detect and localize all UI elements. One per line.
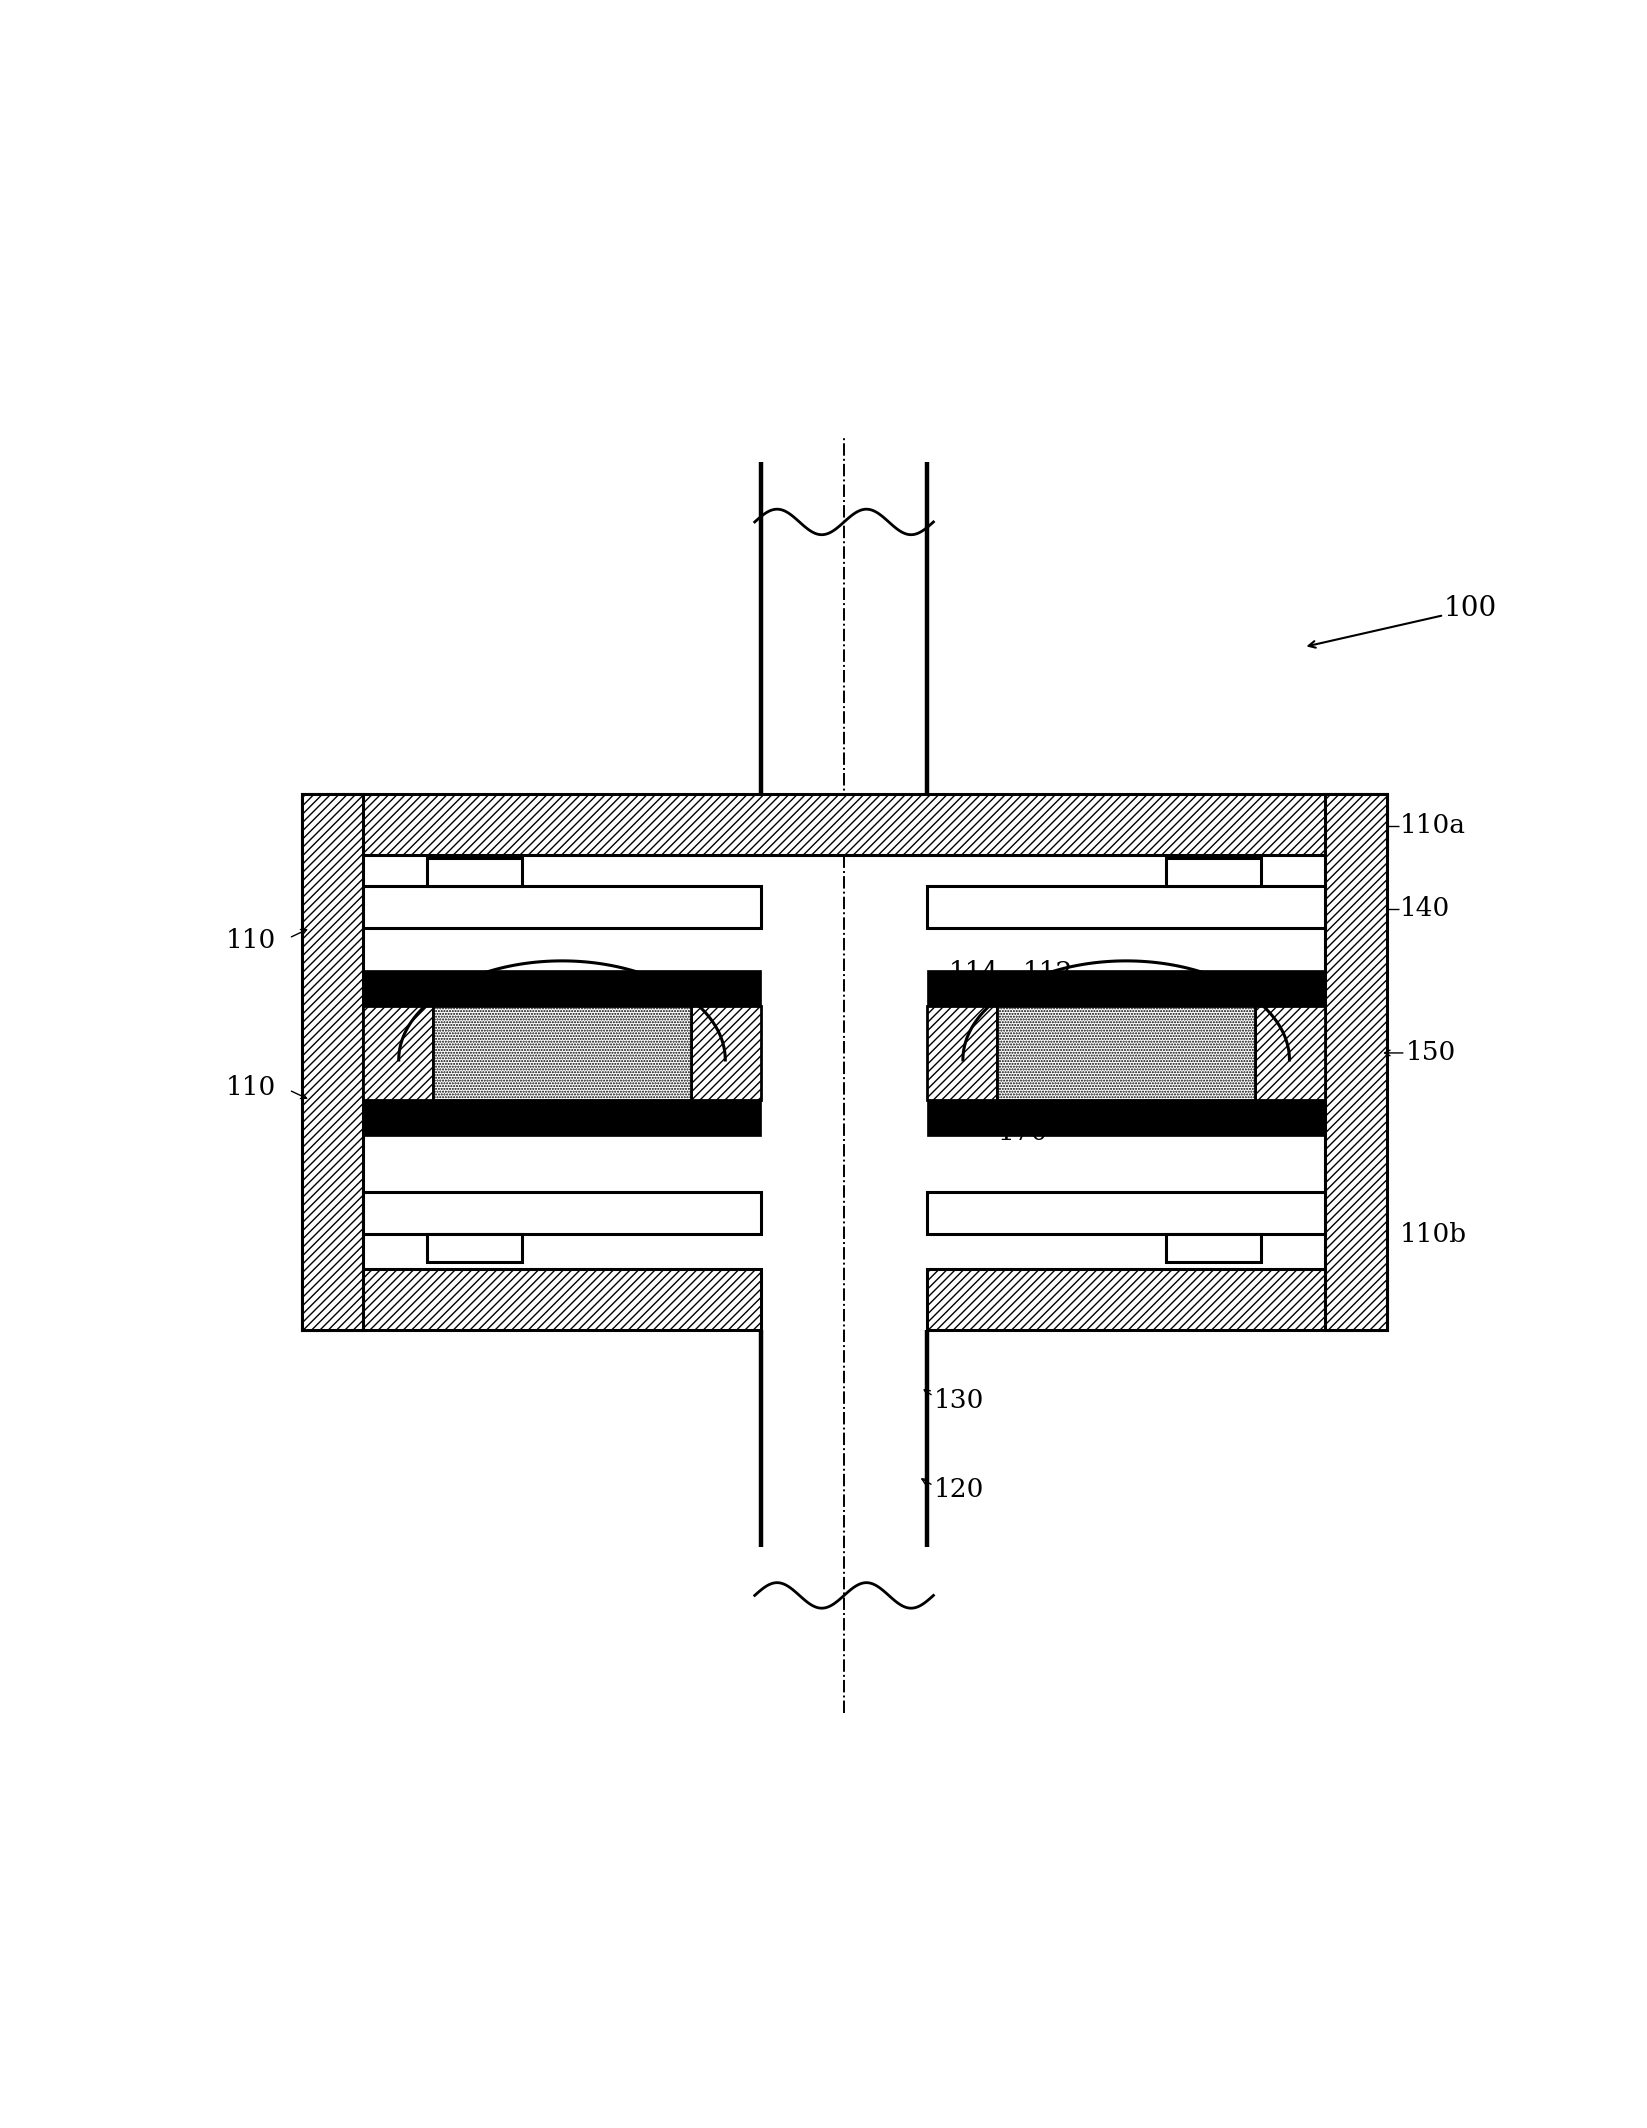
Bar <box>301 1268 761 1330</box>
Text: 114: 114 <box>949 960 1000 985</box>
Bar <box>1255 1007 1326 1100</box>
Bar <box>362 1100 761 1136</box>
Bar <box>927 1100 1326 1136</box>
Text: 130: 130 <box>934 1387 983 1413</box>
Bar <box>362 885 761 928</box>
Bar <box>433 1007 692 1100</box>
Bar <box>427 858 522 885</box>
Text: 140: 140 <box>1400 896 1449 921</box>
Text: 112: 112 <box>1023 960 1074 985</box>
Bar <box>427 1234 522 1262</box>
Bar <box>1326 794 1387 1330</box>
Text: 100: 100 <box>1444 596 1497 621</box>
Bar <box>362 970 761 1007</box>
Text: 160: 160 <box>1094 1017 1143 1043</box>
Bar <box>362 1007 433 1100</box>
Text: 162: 162 <box>492 985 544 1011</box>
Text: 150: 150 <box>1405 1041 1456 1066</box>
Text: 170: 170 <box>996 1119 1047 1145</box>
Bar <box>301 794 362 1330</box>
Text: 120: 120 <box>934 1477 983 1502</box>
Bar <box>927 1192 1326 1234</box>
Bar <box>1166 858 1262 885</box>
Text: 110: 110 <box>226 1075 277 1100</box>
Bar <box>362 1192 761 1234</box>
Bar <box>927 885 1326 928</box>
Bar <box>996 1007 1255 1100</box>
Bar <box>1166 1234 1262 1262</box>
Text: 110: 110 <box>226 928 277 953</box>
Bar <box>927 1007 996 1100</box>
Bar <box>927 1268 1387 1330</box>
Text: 110a: 110a <box>1400 813 1466 838</box>
Text: 110b: 110b <box>1400 1221 1466 1247</box>
Bar <box>692 1007 761 1100</box>
Bar <box>301 794 1387 855</box>
Bar <box>927 970 1326 1007</box>
